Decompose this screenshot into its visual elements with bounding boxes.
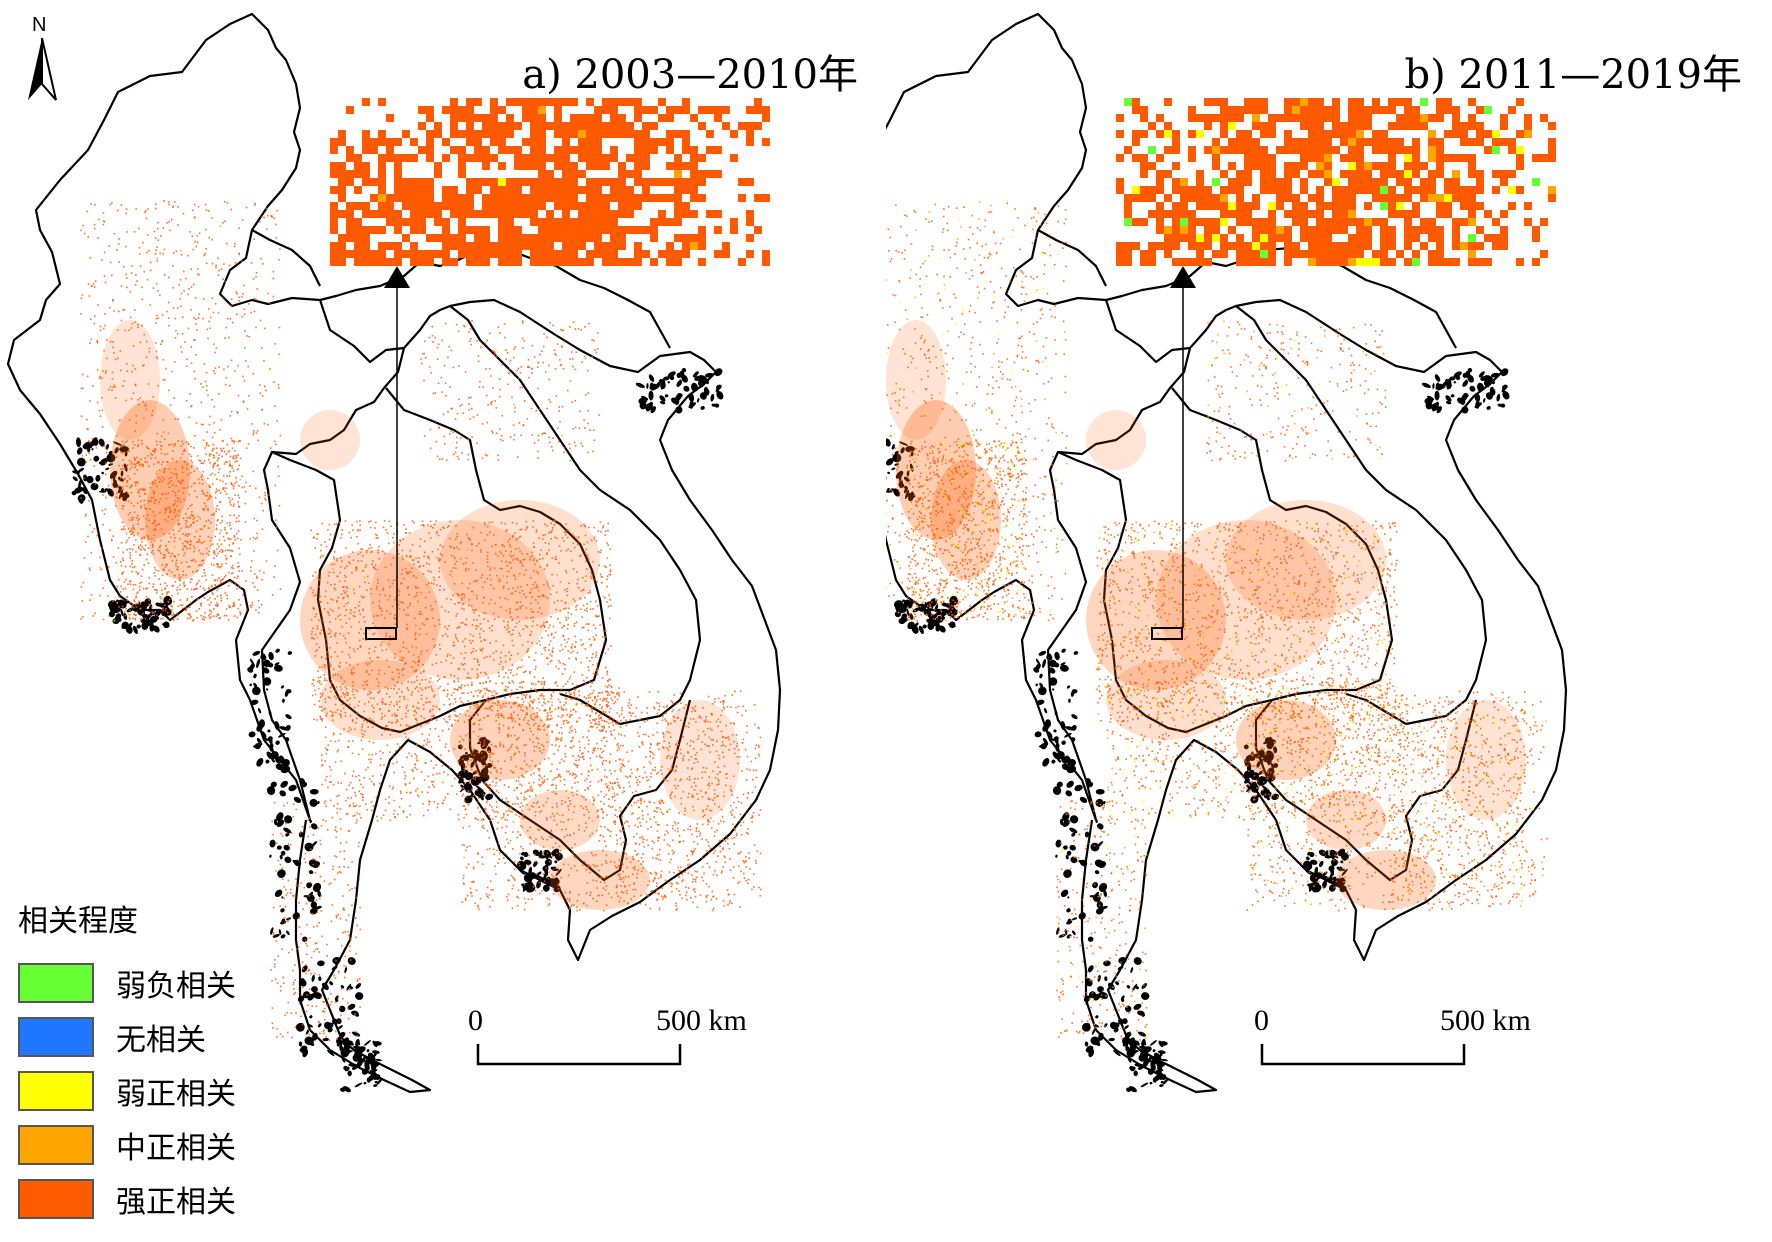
map-b [886,12,1568,1094]
legend-title: 相关程度 [18,904,138,939]
legend-label: 弱负相关 [116,969,236,1004]
legend-label: 强正相关 [116,1185,236,1220]
legend-swatch [18,1071,94,1111]
north-label: N [32,14,47,36]
callout [365,266,410,640]
coast-islands [71,367,724,1093]
scale-zero: 0 [1254,1004,1269,1037]
legend-swatch [18,1179,94,1219]
coast-islands [886,367,1510,1093]
legend-label: 中正相关 [116,1131,236,1166]
map-lines [6,12,782,1094]
scale-bar [476,1044,682,1066]
panel-title: a) 2003—2010年 [522,52,858,98]
legend-item-strong-positive: 强正相关 [18,1172,236,1226]
inset [330,98,770,266]
legend-swatch [18,1125,94,1165]
panel-b: b) 2011—2019年 0 500 km [886,0,1772,1242]
callout [1151,266,1196,640]
scale-bar [1260,1044,1466,1066]
legend-label: 无相关 [116,1023,206,1058]
legend-swatch [18,1017,94,1057]
speckles [886,200,1548,1041]
scale-end: 500 km [656,1004,747,1037]
legend-item-weak-negative: 弱负相关 [18,956,236,1010]
legend-swatch [18,963,94,1003]
legend-item-none: 无相关 [18,1010,236,1064]
map-a [6,12,782,1094]
legend-item-weak-positive: 弱正相关 [18,1064,236,1118]
legend-item-moderate-positive: 中正相关 [18,1118,236,1172]
hotspots [100,320,740,910]
legend-label: 弱正相关 [116,1077,236,1112]
scale-zero: 0 [468,1004,483,1037]
scale-end: 500 km [1440,1004,1531,1037]
north-arrow-icon: N [22,14,62,104]
inset [1116,98,1556,266]
panel-a: a) 2003—2010年 N 0 500 km 相关程度 弱负相关 无相关 弱… [6,12,858,1226]
speckles [80,200,762,1042]
map-lines [886,12,1568,1094]
legend: 相关程度 弱负相关 无相关 弱正相关 中正相关 强正相关 [18,896,236,1226]
panel-title: b) 2011—2019年 [1404,52,1742,98]
